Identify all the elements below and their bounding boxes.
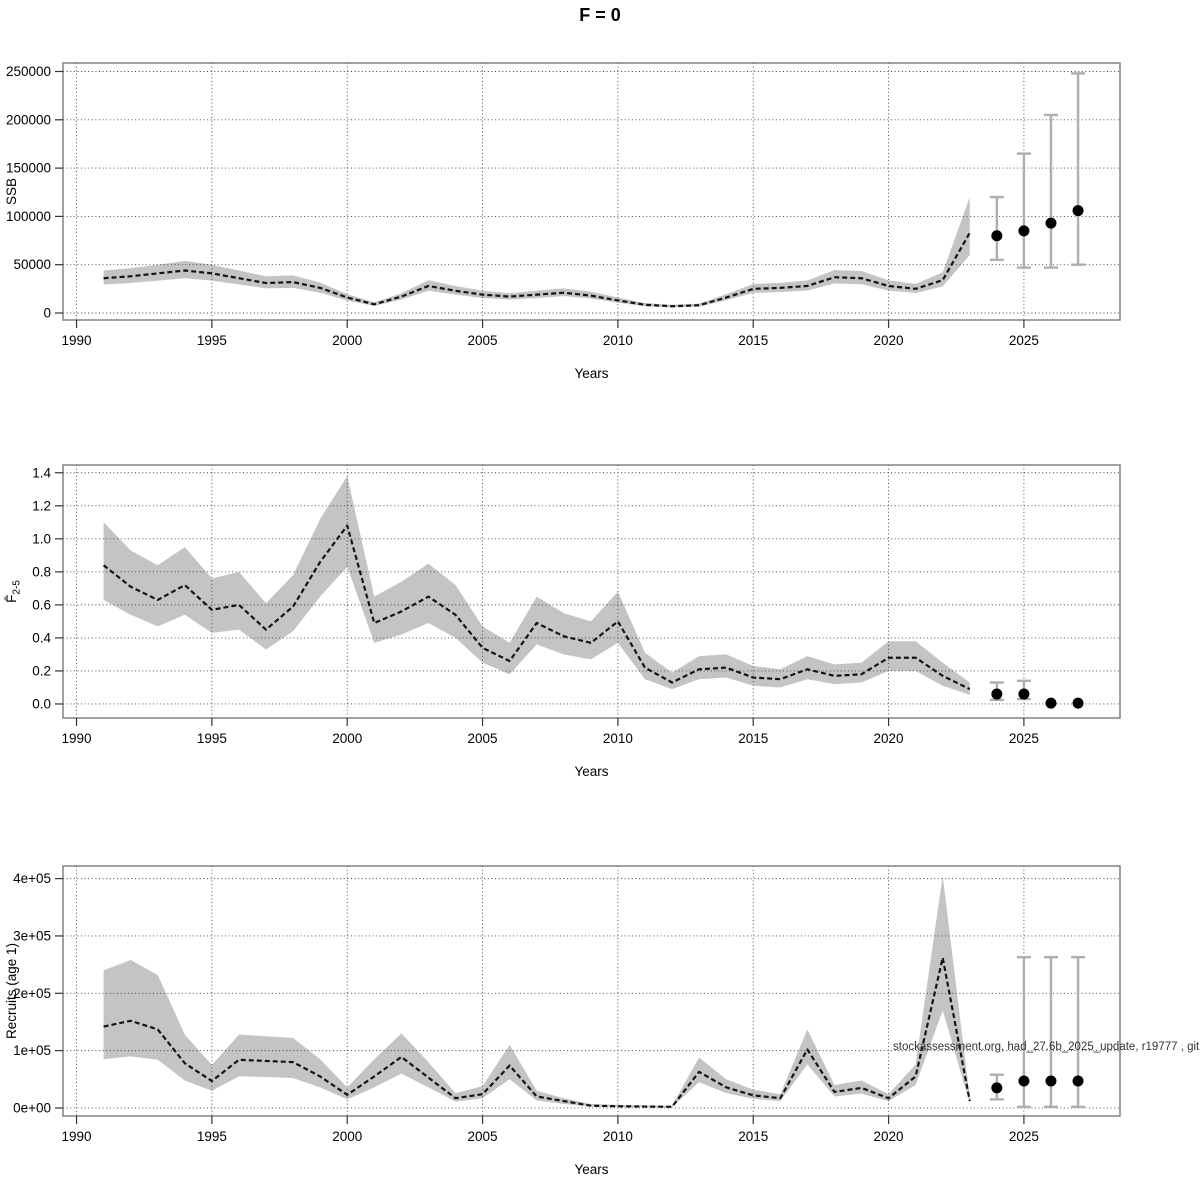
x-tick-label: 2025: [1009, 1129, 1039, 1144]
x-tick-label: 2015: [738, 333, 768, 348]
y-tick-label: 200000: [6, 112, 51, 127]
forecast-error-bar: [1071, 72, 1086, 266]
y-tick-label: 1.0: [32, 531, 51, 546]
x-tick-label: 2000: [332, 1129, 362, 1144]
forecast-error-bar: [1016, 152, 1031, 269]
x-tick-label: 2010: [603, 1129, 633, 1144]
panel-ssb: 1990 1995 2000 2005 2010 2015 2020 2025 Years 0 50…: [4, 62, 1121, 381]
confidence-band: [103, 875, 970, 1108]
plot-frame: [62, 464, 1121, 719]
y-tick-label: 0: [43, 305, 51, 320]
y-tick-label: 100000: [6, 209, 51, 224]
y-tick-label: 150000: [6, 161, 51, 176]
y-tick-label: 0.8: [32, 564, 51, 579]
x-tick-label: 1990: [62, 731, 92, 746]
x-tick-label: 2015: [738, 1129, 768, 1144]
y-tick-label: 1.2: [32, 498, 51, 513]
y-tick-label: 4e+05: [13, 871, 51, 886]
y-tick-label: 1e+05: [13, 1043, 51, 1058]
y-axis-label: SSB: [4, 178, 19, 205]
forecast-point: [1072, 205, 1084, 217]
x-tick-label: 1995: [197, 1129, 227, 1144]
x-tick-label: 2000: [332, 333, 362, 348]
y-tick-label: 2e+05: [13, 986, 51, 1001]
y-tick-label: 250000: [6, 64, 51, 79]
x-tick-label: 1990: [62, 1129, 92, 1144]
x-tick-label: 2020: [874, 1129, 904, 1144]
y-tick-label: 3e+05: [13, 928, 51, 943]
x-tick-label: 2005: [468, 333, 498, 348]
plot-frame: [62, 62, 1121, 321]
x-tick-label: 2005: [468, 731, 498, 746]
y-axis-label: F̄2-5: [4, 580, 23, 603]
plot-frame: [62, 865, 1121, 1117]
plot-title: F = 0: [579, 5, 621, 25]
estimate-line: [102, 524, 971, 691]
forecast-point: [991, 230, 1003, 242]
y-tick-label: 0.0: [32, 696, 51, 711]
x-tick-label: 2010: [603, 333, 633, 348]
x-tick-label: 2000: [332, 731, 362, 746]
panel-recruits: 1990 1995 2000 2005 2010 2015 2020 2025 Years 0e+…: [4, 865, 1121, 1177]
x-axis-label: Years: [574, 764, 608, 779]
y-axis-label: Recruits (age 1): [4, 943, 19, 1039]
estimate-line: [103, 956, 971, 1108]
x-tick-label: 1995: [197, 333, 227, 348]
y-tick-label: 0.6: [32, 597, 51, 612]
forecast-point: [1072, 697, 1084, 709]
panel-fbar: 1990 1995 2000 2005 2010 2015 2020 2025 Years 0.0…: [4, 464, 1121, 779]
confidence-band: [103, 197, 970, 308]
forecast-point: [1018, 688, 1030, 700]
forecast-point: [1072, 1075, 1084, 1087]
x-tick-label: 1995: [197, 731, 227, 746]
x-tick-label: 2020: [874, 731, 904, 746]
x-tick-label: 2010: [603, 731, 633, 746]
estimate-line: [103, 232, 971, 308]
y-tick-label: 0.2: [32, 663, 51, 678]
y-tick-label: 0e+00: [13, 1100, 51, 1115]
watermark-text: stockassessment.org, had_27.6b_2025_upda…: [893, 1041, 1200, 1053]
forecast-point: [1018, 1075, 1030, 1087]
forecast-point: [991, 688, 1003, 700]
forecast-point: [1045, 217, 1057, 229]
forecast-error-bar: [989, 195, 1004, 262]
forecast-error-bar: [1043, 113, 1058, 269]
forecast-point: [1018, 225, 1030, 237]
x-tick-label: 2025: [1009, 731, 1039, 746]
x-tick-label: 1990: [62, 333, 92, 348]
y-tick-label: 0.4: [32, 630, 51, 645]
confidence-band: [103, 476, 970, 695]
x-axis-label: Years: [574, 366, 608, 381]
forecast-point: [1045, 1075, 1057, 1087]
forecast-point: [991, 1082, 1003, 1094]
y-tick-label: 1.4: [32, 465, 51, 480]
x-tick-label: 2020: [874, 333, 904, 348]
x-tick-label: 2025: [1009, 333, 1039, 348]
y-tick-label: 50000: [13, 257, 51, 272]
x-tick-label: 2005: [468, 1129, 498, 1144]
x-tick-label: 2015: [738, 731, 768, 746]
forecast-point: [1045, 697, 1057, 709]
x-axis-label: Years: [574, 1162, 608, 1177]
